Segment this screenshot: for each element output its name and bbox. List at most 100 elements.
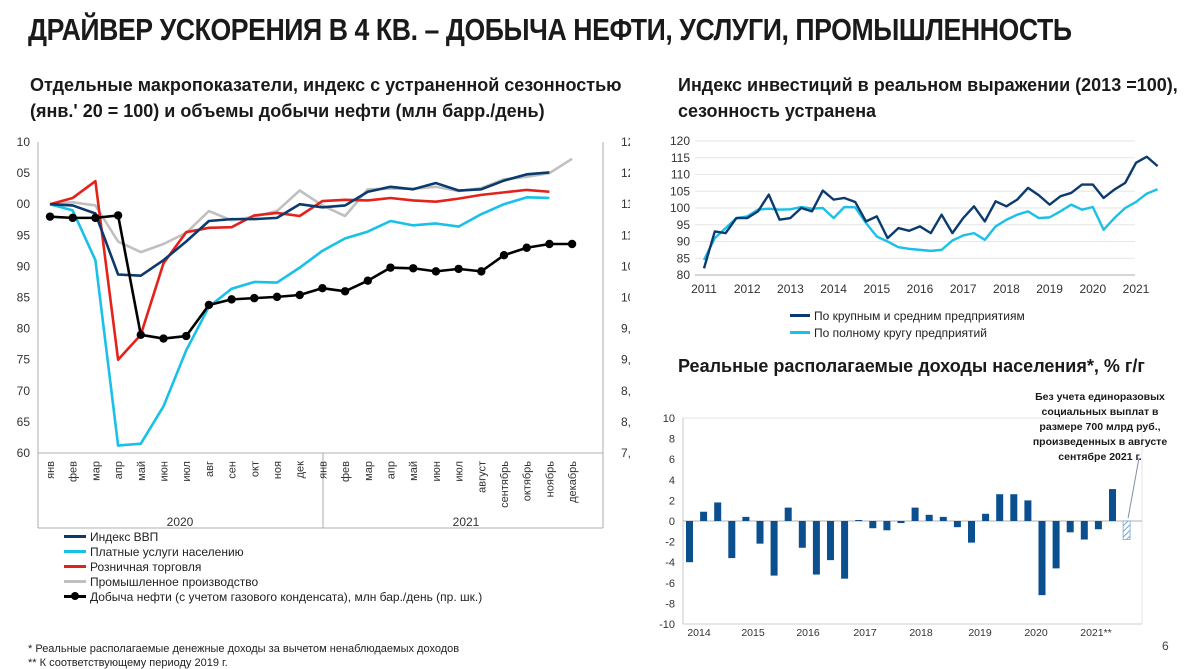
legend-item-services: Платные услуги населению	[64, 544, 482, 559]
income-bar	[925, 514, 933, 521]
income-bar	[1109, 489, 1116, 521]
y-right-tick-label: 8,0	[621, 415, 630, 429]
x-tick-label: сен	[227, 461, 239, 479]
income-bar	[855, 519, 863, 521]
left-chart-legend: Индекс ВВП Платные услуги населению Розн…	[64, 529, 482, 604]
y-tick-label: 4	[669, 475, 675, 487]
y-tick-label: -8	[665, 598, 675, 610]
x-tick-label: 2019	[1036, 282, 1063, 296]
x-tick-label: июл	[181, 461, 193, 482]
oil-point	[499, 251, 509, 260]
income-bar	[1080, 521, 1088, 540]
income-chart-title: Реальные располагаемые доходы населения*…	[678, 356, 1145, 376]
x-tick-label: 2017	[853, 627, 877, 639]
income-bar	[700, 511, 708, 521]
y-right-tick-label: 12,	[621, 135, 630, 149]
x-tick-label: апр	[386, 461, 398, 479]
income-bar	[1038, 521, 1046, 596]
x-tick-label: 2013	[777, 282, 804, 296]
x-tick-label: май	[136, 461, 148, 481]
income-bar	[911, 507, 919, 521]
x-tick-label: 2018	[909, 627, 933, 639]
left-chart-title-line2: (янв.' 20 = 100) и объемы добычи нефти (…	[30, 101, 545, 121]
income-bar	[756, 521, 764, 544]
y-right-tick-label: 10,	[621, 259, 630, 273]
x-tick-label: авг	[204, 461, 216, 477]
y-tick-label: 120	[670, 134, 690, 148]
oil-point	[340, 287, 350, 296]
income-bar	[784, 507, 792, 521]
x-tick-label: август	[476, 461, 488, 493]
y-left-tick-label: 95	[17, 228, 31, 242]
y-right-tick-label: 7,5	[621, 446, 630, 460]
x-tick-label: сентябрь	[499, 461, 511, 508]
income-bar	[1024, 500, 1032, 521]
x-tick-label: октябрь	[522, 461, 534, 501]
income-bar	[939, 516, 947, 521]
income-bar	[968, 521, 975, 543]
legend-label-large: По крупным и средним предприятиям	[814, 308, 1025, 323]
x-tick-label: янв	[45, 461, 57, 479]
oil-point	[567, 239, 577, 249]
y-right-tick-label: 9,0	[621, 353, 630, 367]
oil-point	[295, 290, 304, 300]
income-bar	[742, 516, 750, 521]
y-left-tick-label: 10	[17, 135, 31, 149]
y-right-tick-label: 11,	[621, 228, 630, 242]
page-number: 6	[1162, 639, 1169, 653]
legend-swatch-industry	[64, 580, 86, 583]
oil-point	[136, 330, 145, 340]
x-tick-label: 2021	[1123, 282, 1150, 296]
x-tick-label: июн	[159, 461, 171, 481]
oil-point	[318, 283, 327, 293]
oil-point	[227, 295, 236, 304]
y-tick-label: 0	[669, 516, 675, 528]
income-bar	[1052, 521, 1060, 569]
y-tick-label: 100	[670, 201, 690, 215]
oil-point	[159, 334, 168, 343]
income-bar	[714, 502, 722, 521]
x-tick-label: фев	[68, 461, 80, 482]
services-series-line	[49, 196, 550, 447]
oil-point	[182, 331, 191, 341]
footnote-2: ** К соответствующему периоду 2019 г.	[28, 657, 228, 669]
x-tick-label: май	[408, 461, 420, 481]
y-left-tick-label: 00	[17, 197, 31, 211]
legend-item-full: По полному кругу предприятий	[790, 324, 1025, 341]
x-tick-label: дек	[295, 461, 307, 479]
y-left-tick-label: 85	[17, 291, 31, 305]
oil-point	[363, 276, 372, 285]
y-left-tick-label: 80	[17, 322, 31, 336]
x-tick-label: ноя	[272, 461, 284, 479]
page-title: ДРАЙВЕР УСКОРЕНИЯ В 4 КВ. – ДОБЫЧА НЕФТИ…	[28, 12, 1072, 47]
oil-point	[272, 292, 282, 302]
income-bar	[798, 521, 806, 548]
legend-item-gdp: Индекс ВВП	[64, 529, 482, 544]
income-chart-note: Без учета единоразовых социальных выплат…	[1032, 391, 1168, 463]
y-left-tick-label: 90	[17, 259, 31, 273]
y-tick-label: 10	[663, 413, 675, 425]
legend-swatch-oil	[64, 592, 86, 600]
income-bar	[996, 494, 1004, 521]
income-bar	[1094, 521, 1102, 530]
oil-point	[477, 267, 486, 276]
oil-point	[454, 264, 463, 274]
oil-point	[522, 243, 531, 252]
x-tick-label: 2016	[907, 282, 934, 296]
oil-point	[431, 267, 441, 276]
income-bar	[897, 521, 905, 524]
legend-item-industry: Промышленное производство	[64, 574, 482, 589]
year-label-2020: 2020	[167, 515, 194, 529]
income-bar	[841, 521, 849, 579]
gdp-series-line	[49, 171, 550, 278]
retail-series-line	[49, 179, 550, 361]
y-tick-label: 85	[677, 251, 691, 265]
x-tick-label: июн	[431, 461, 443, 481]
oil-point	[409, 264, 418, 273]
oil-point	[113, 211, 123, 220]
y-tick-label: 110	[671, 168, 690, 182]
legend-label-services: Платные услуги населению	[90, 544, 244, 559]
large-enterprises-line	[702, 155, 1159, 269]
x-tick-label: декабрь	[567, 461, 579, 503]
